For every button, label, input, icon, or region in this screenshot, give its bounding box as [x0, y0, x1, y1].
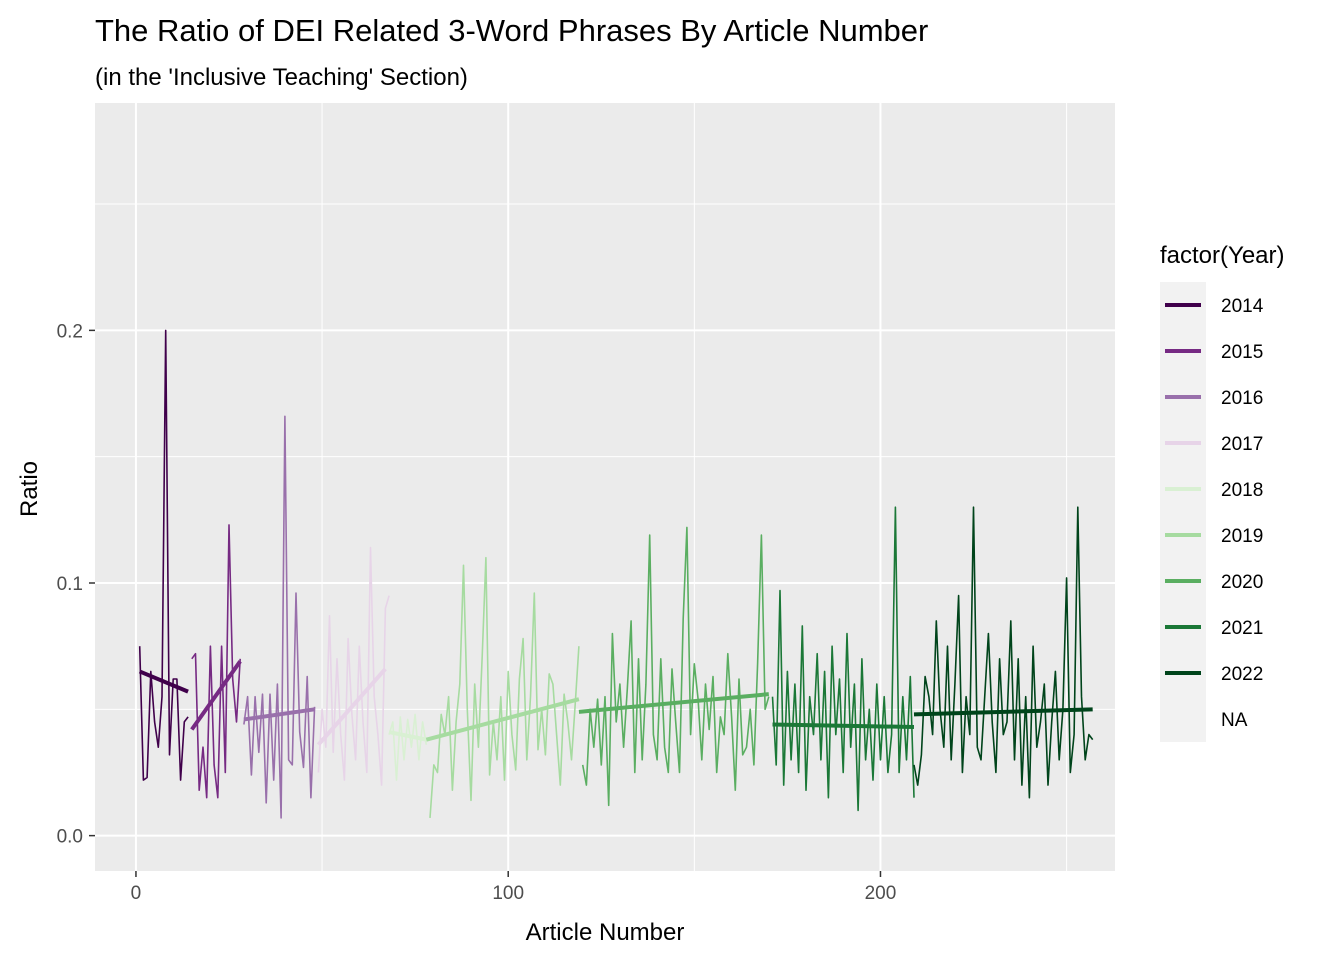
plot-panel: [95, 103, 1115, 871]
series-line-2014: [138, 329, 189, 781]
legend-title: factor(Year): [1160, 242, 1285, 269]
legend-item-2017: 2017: [1160, 420, 1263, 466]
legend-label: 2022: [1221, 664, 1263, 685]
series-line-2018: [388, 713, 428, 781]
legend-label: 2018: [1221, 480, 1263, 501]
series-2017: [316, 546, 390, 786]
y-tick-label: 0.1: [57, 574, 83, 595]
legend-label: 2016: [1221, 388, 1263, 409]
x-tick-label: 0: [131, 883, 142, 904]
series-line-2019: [429, 556, 580, 818]
legend-item-2015: 2015: [1160, 328, 1263, 374]
trend-line-2014: [138, 669, 189, 694]
legend-label: 2014: [1221, 296, 1264, 317]
series-line-2016: [243, 415, 316, 819]
trend-line-2016: [243, 707, 315, 722]
legend-item-2018: 2018: [1160, 466, 1263, 512]
x-tick-label: 200: [865, 883, 897, 904]
legend-item-2022: 2022: [1160, 650, 1263, 696]
legend-item-NA: NA: [1160, 696, 1248, 742]
series-2015: [190, 524, 242, 799]
trend-line-2021: [772, 722, 915, 729]
trend-line-2020: [578, 692, 769, 714]
series-line-2017: [317, 546, 390, 786]
series-2021: [771, 506, 915, 812]
series-2020: [578, 526, 770, 807]
legend-key: [1160, 696, 1206, 742]
legend-label: 2015: [1221, 342, 1263, 363]
series-2016: [243, 415, 316, 819]
legend-label: NA: [1221, 710, 1248, 731]
trend-line-2015: [190, 660, 242, 731]
x-tick-label: 100: [492, 883, 524, 904]
legend-item-2014: 2014: [1160, 282, 1264, 328]
trend-line-2022: [913, 707, 1093, 717]
legend-label: 2021: [1221, 618, 1263, 639]
y-axis-label: Ratio: [16, 461, 43, 517]
legend-item-2016: 2016: [1160, 374, 1263, 420]
trend-line-2017: [316, 667, 387, 747]
legend: factor(Year) 2014 2015 2016 2017 2018 2019 202…: [1160, 242, 1285, 742]
series-line-2021: [771, 506, 915, 812]
legend-item-2019: 2019: [1160, 512, 1263, 558]
axes: 0 100 200 0.0 0.1 0.2: [57, 321, 897, 904]
y-tick-label: 0.2: [57, 321, 83, 342]
y-tick-label: 0.0: [57, 827, 83, 848]
chart-subtitle: (in the 'Inclusive Teaching' Section): [95, 64, 468, 91]
series-line-2015: [191, 524, 241, 799]
grid-lines: [95, 103, 1115, 871]
legend-label: 2019: [1221, 526, 1263, 547]
legend-item-2020: 2020: [1160, 558, 1263, 604]
series-2022: [913, 506, 1094, 799]
legend-label: 2017: [1221, 434, 1263, 455]
chart-title: The Ratio of DEI Related 3-Word Phrases …: [95, 13, 928, 48]
series-line-2020: [581, 526, 770, 807]
trend-line-2019: [425, 697, 580, 742]
series-layer: [138, 329, 1094, 819]
legend-item-2021: 2021: [1160, 604, 1263, 650]
series-2014: [138, 329, 189, 781]
legend-label: 2020: [1221, 572, 1263, 593]
series-2019: [425, 556, 580, 818]
series-2018: [388, 713, 428, 781]
x-axis-label: Article Number: [526, 919, 685, 946]
trend-line-2018: [388, 730, 427, 742]
